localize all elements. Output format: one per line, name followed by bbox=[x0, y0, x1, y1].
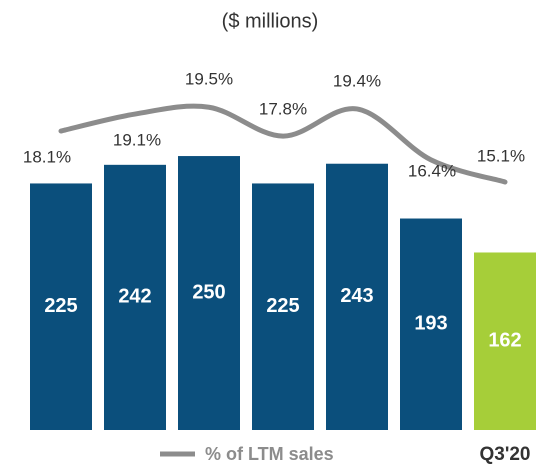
line-label: 19.5% bbox=[185, 70, 233, 89]
line-label: 19.4% bbox=[333, 71, 381, 90]
bar-label: 162 bbox=[488, 330, 521, 352]
bar bbox=[104, 164, 166, 430]
legend-label: % of LTM sales bbox=[205, 444, 334, 464]
bar bbox=[474, 252, 536, 430]
line-label: 16.4% bbox=[408, 161, 456, 180]
bar bbox=[178, 156, 240, 430]
bar-label: 225 bbox=[44, 295, 77, 317]
x-tick-label: Q3'20 bbox=[480, 444, 531, 465]
line bbox=[58, 103, 508, 185]
bar-label: 242 bbox=[118, 286, 151, 308]
bar bbox=[252, 183, 314, 430]
line-label: 19.1% bbox=[113, 131, 161, 150]
chart-subtitle: ($ millions) bbox=[222, 10, 319, 32]
bar-label: 250 bbox=[192, 281, 225, 303]
line-label: 17.8% bbox=[259, 100, 307, 119]
bar-label: 225 bbox=[266, 295, 299, 317]
bar-label: 243 bbox=[340, 285, 373, 307]
line-label: 15.1% bbox=[477, 146, 525, 165]
bar-label: 193 bbox=[414, 313, 447, 335]
bar bbox=[400, 218, 462, 430]
bar bbox=[326, 163, 388, 431]
bar bbox=[30, 183, 92, 430]
line-label: 18.1% bbox=[23, 148, 71, 167]
